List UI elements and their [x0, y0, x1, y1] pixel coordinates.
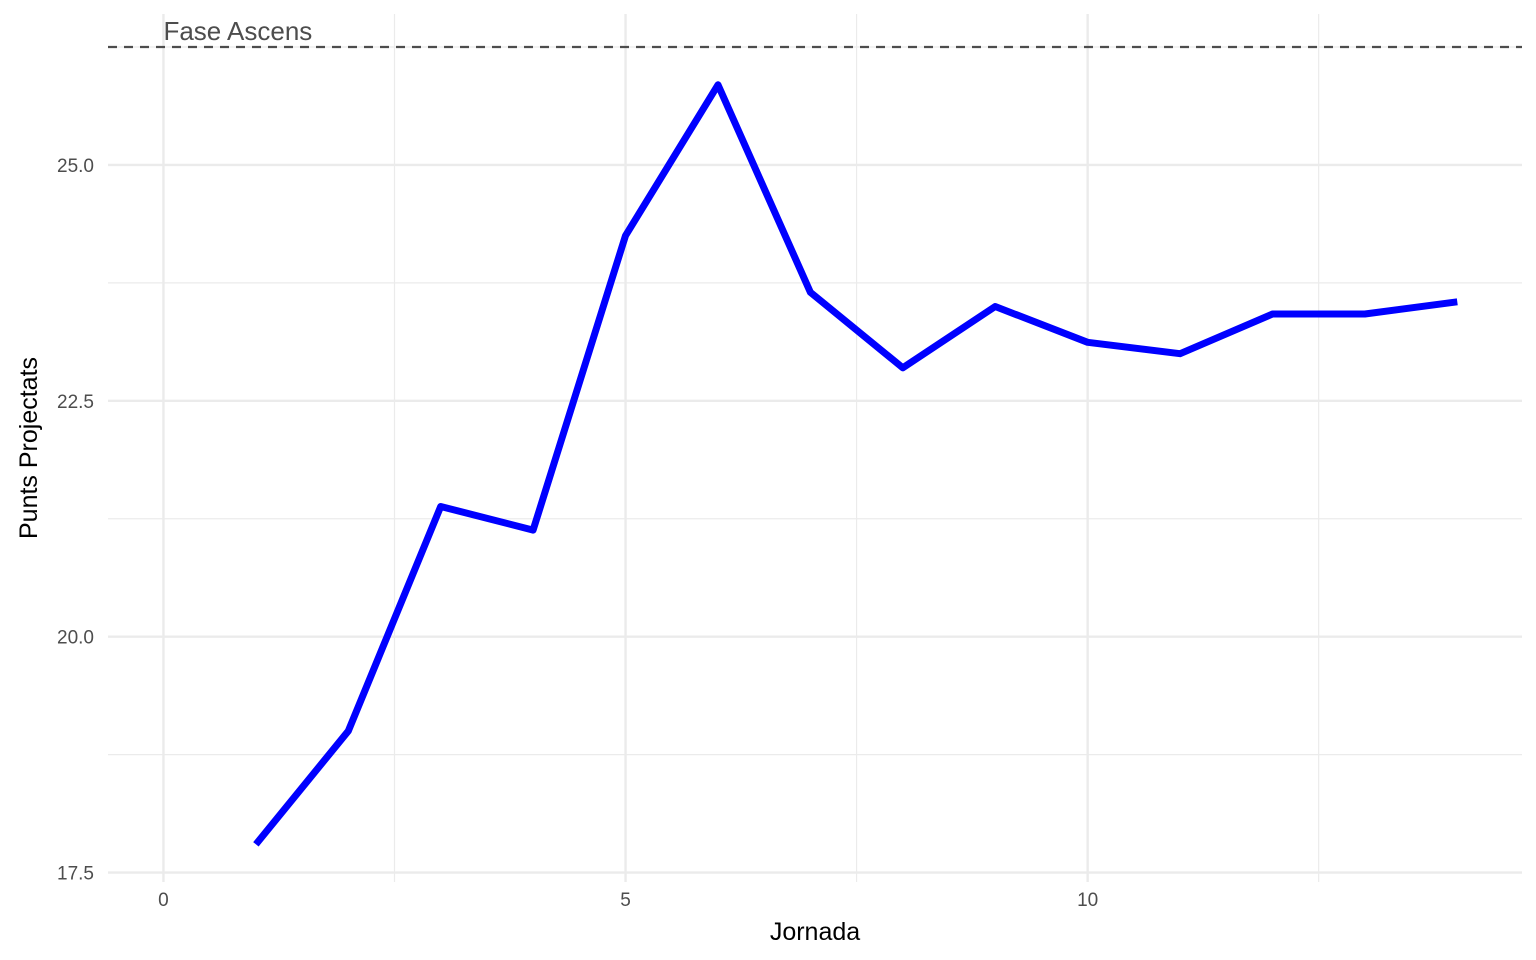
y-axis-tick-labels: 17.5 20.0 22.5 25.0	[57, 156, 94, 885]
y-tick-label: 20.0	[57, 628, 94, 649]
x-tick-label: 5	[620, 890, 631, 911]
y-tick-label: 22.5	[57, 392, 94, 413]
x-tick-label: 0	[158, 890, 169, 911]
y-tick-label: 17.5	[57, 864, 94, 885]
minor-gridlines	[108, 14, 1522, 882]
reference-line-group: Fase Ascens	[108, 16, 1522, 49]
y-tick-label: 25.0	[57, 156, 94, 177]
series-line-0	[253, 81, 1458, 847]
x-tick-label: 10	[1077, 890, 1098, 911]
y-axis-title: Punts Projectats	[15, 357, 43, 539]
x-axis-tick-labels: 0 5 10	[158, 890, 1098, 911]
major-gridlines	[108, 14, 1522, 882]
series-group	[253, 81, 1458, 847]
x-axis-title: Jornada	[770, 918, 860, 946]
reference-line-label: Fase Ascens	[163, 16, 312, 46]
